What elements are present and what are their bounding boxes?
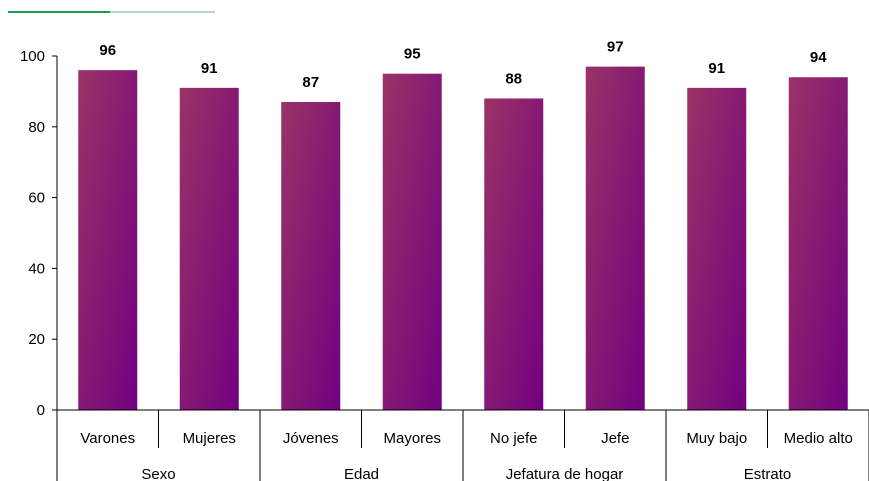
data-label: 94 <box>810 49 827 66</box>
x-category-label: Medio alto <box>784 430 853 447</box>
x-category-label: Mayores <box>383 430 441 447</box>
x-category-label: Varones <box>80 430 135 447</box>
bar <box>484 98 544 410</box>
y-tick-label: 0 <box>37 402 45 419</box>
x-category-label: Jóvenes <box>283 430 339 447</box>
y-tick-label: 40 <box>28 260 45 277</box>
data-label: 96 <box>99 42 116 59</box>
x-category-label: Jefe <box>601 430 629 447</box>
x-group-label: Edad <box>344 466 379 481</box>
data-label: 91 <box>708 60 725 77</box>
data-label: 87 <box>302 74 319 91</box>
bars: 96 91 87 95 88 97 91 94 <box>78 39 848 411</box>
x-group-label: Estrato <box>744 466 792 481</box>
x-category-label: Muy bajo <box>686 430 747 447</box>
y-tick-label: 20 <box>28 331 45 348</box>
x-category-label: No jefe <box>490 430 538 447</box>
y-tick-label: 100 <box>20 48 45 65</box>
y-axis: 0 20 40 60 80 100 <box>20 48 58 419</box>
x-group-label: Jefatura de hogar <box>506 466 624 481</box>
bar <box>788 77 848 411</box>
bar <box>78 70 138 410</box>
bar <box>687 87 747 411</box>
bar <box>382 73 442 410</box>
y-tick-label: 80 <box>28 119 45 136</box>
bar <box>179 87 239 411</box>
data-label: 97 <box>607 39 624 56</box>
data-label: 91 <box>201 60 218 77</box>
x-group-label: Sexo <box>141 466 175 481</box>
x-axis: Varones Mujeres Jóvenes Mayores No jefe Jefe M… <box>56 409 869 481</box>
bar <box>585 66 645 411</box>
data-label: 95 <box>404 46 421 63</box>
bar <box>281 102 341 411</box>
y-tick-label: 60 <box>28 190 45 207</box>
x-category-label: Mujeres <box>183 430 236 447</box>
data-label: 88 <box>505 70 522 87</box>
